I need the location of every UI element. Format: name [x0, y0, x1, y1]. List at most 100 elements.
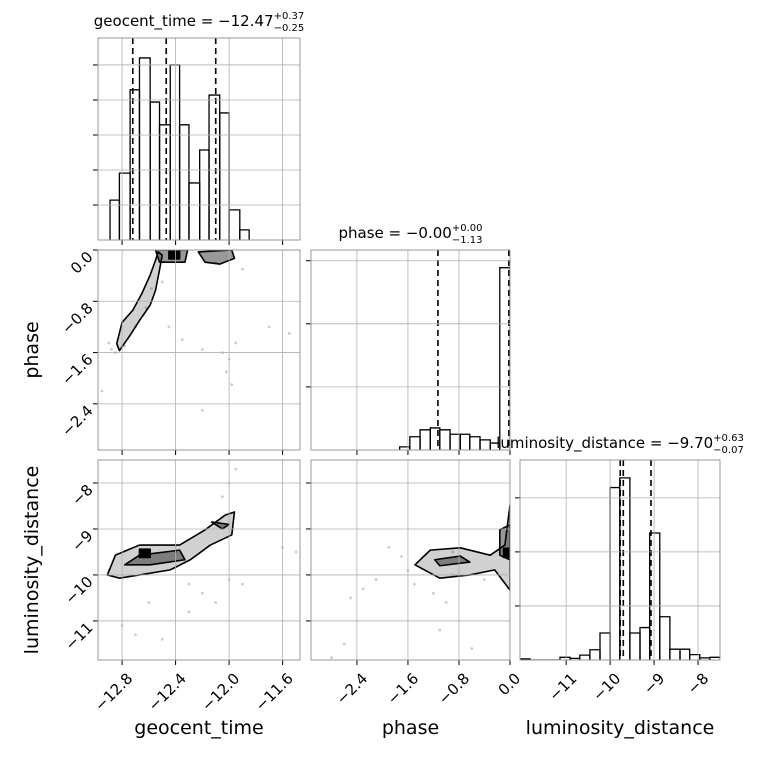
hist-bin: [129, 89, 141, 240]
title-minus: −0.25: [274, 23, 305, 34]
sample-point: [387, 545, 391, 549]
sample-point: [342, 642, 346, 646]
y-tick-label: −9: [68, 527, 96, 555]
y-tick-label: −8: [68, 481, 96, 509]
sample-point: [225, 370, 228, 374]
x-tick-label: −12.4: [145, 670, 190, 715]
sample-point: [187, 610, 191, 614]
sample-point: [221, 495, 224, 499]
contour: [138, 548, 151, 559]
sample-point: [267, 325, 271, 329]
hist-bin: [409, 436, 421, 450]
panel-title: phase = −0.00+0.00 −1.13: [339, 223, 483, 246]
hist-bin: [439, 429, 451, 450]
panel: [109, 38, 250, 240]
x-tick-label: −9: [640, 670, 668, 698]
x-axis-label: luminosity_distance: [526, 717, 715, 739]
x-tick-label: −2.4: [333, 670, 371, 708]
sample-point: [147, 601, 151, 604]
x-tick-label: −12.8: [91, 670, 136, 715]
hist-bin: [239, 229, 250, 240]
hist-bin: [138, 57, 151, 240]
title-minus: −1.13: [452, 235, 483, 246]
y-axis-label: phase: [21, 321, 43, 378]
hist-bin: [219, 112, 230, 240]
sample-point: [444, 601, 448, 604]
sample-point: [200, 347, 204, 351]
y-tick-label: −0.8: [58, 299, 96, 337]
y-tick-label: −1.6: [58, 350, 96, 388]
x-axis-label: phase: [382, 717, 439, 739]
sample-point: [412, 582, 416, 586]
y-tick-label: −2.4: [58, 402, 96, 440]
contour: [210, 521, 230, 530]
x-tick-label: −0.8: [435, 670, 473, 708]
sample-point: [180, 338, 184, 342]
sample-point: [100, 389, 104, 393]
x-tick-label: −12.0: [198, 670, 243, 715]
x-tick-label: −11.6: [252, 670, 297, 715]
hist-bin: [659, 616, 671, 660]
x-axis-label: geocent_time: [134, 717, 263, 739]
x-tick-label: −11: [545, 670, 580, 705]
sample-point: [432, 591, 435, 595]
title-main: luminosity_distance = −9.70: [496, 434, 713, 453]
hist-bin: [709, 656, 720, 660]
hist-bin: [629, 632, 641, 660]
panel: [330, 504, 510, 660]
sample-point: [374, 578, 378, 581]
sample-point: [150, 287, 153, 290]
y-tick-label: −10: [61, 573, 96, 608]
panel-frame: [97, 459, 301, 661]
hist-bin: [169, 64, 181, 240]
hist-bin: [188, 182, 201, 240]
sample-point: [241, 582, 244, 586]
contour: [414, 504, 510, 591]
hist-bin: [599, 632, 611, 660]
contour: [502, 547, 510, 559]
panel: [399, 250, 510, 450]
hist-bin: [199, 149, 210, 240]
hist-bin: [589, 649, 601, 660]
sample-point: [451, 550, 454, 554]
sample-point: [167, 325, 171, 329]
sample-point: [241, 267, 244, 271]
sample-point: [483, 578, 486, 581]
sample-point: [400, 555, 403, 558]
title-plus: +0.37: [274, 11, 305, 22]
sample-point: [160, 280, 164, 284]
hist-bin: [459, 433, 471, 450]
sample-point: [187, 582, 191, 586]
y-axis-label: luminosity_distance: [21, 466, 43, 655]
x-tick-label: 0.0: [495, 670, 525, 700]
x-tick-label: −10: [589, 670, 624, 705]
sample-point: [200, 591, 204, 595]
hist-bin: [639, 626, 651, 660]
y-tick-label: −11: [61, 619, 96, 654]
sample-point: [123, 344, 127, 348]
panel-frame: [310, 459, 511, 661]
contour: [123, 549, 186, 566]
panel-frame: [97, 249, 301, 451]
panel: [520, 460, 720, 660]
panel-title: geocent_time = −12.47+0.37 −0.25: [94, 11, 304, 34]
sample-point: [287, 331, 291, 335]
sample-point: [109, 347, 113, 351]
hist-bin: [609, 486, 621, 660]
x-tick-label: −8: [684, 670, 712, 698]
panel: [106, 467, 298, 641]
hist-bin: [499, 267, 510, 450]
panel-title: luminosity_distance = −9.70+0.63 −0.07: [496, 433, 744, 456]
hist-bin: [109, 199, 121, 240]
sample-point: [330, 656, 333, 660]
sample-point: [107, 341, 111, 345]
panel-frame: [310, 249, 511, 451]
hist-bin: [118, 172, 131, 240]
sample-point: [234, 467, 238, 471]
hist-bin: [178, 124, 190, 240]
hist-bin: [208, 94, 221, 240]
sample-point: [214, 601, 218, 604]
y-tick-label: 0.0: [67, 248, 97, 278]
sample-point: [144, 306, 148, 310]
